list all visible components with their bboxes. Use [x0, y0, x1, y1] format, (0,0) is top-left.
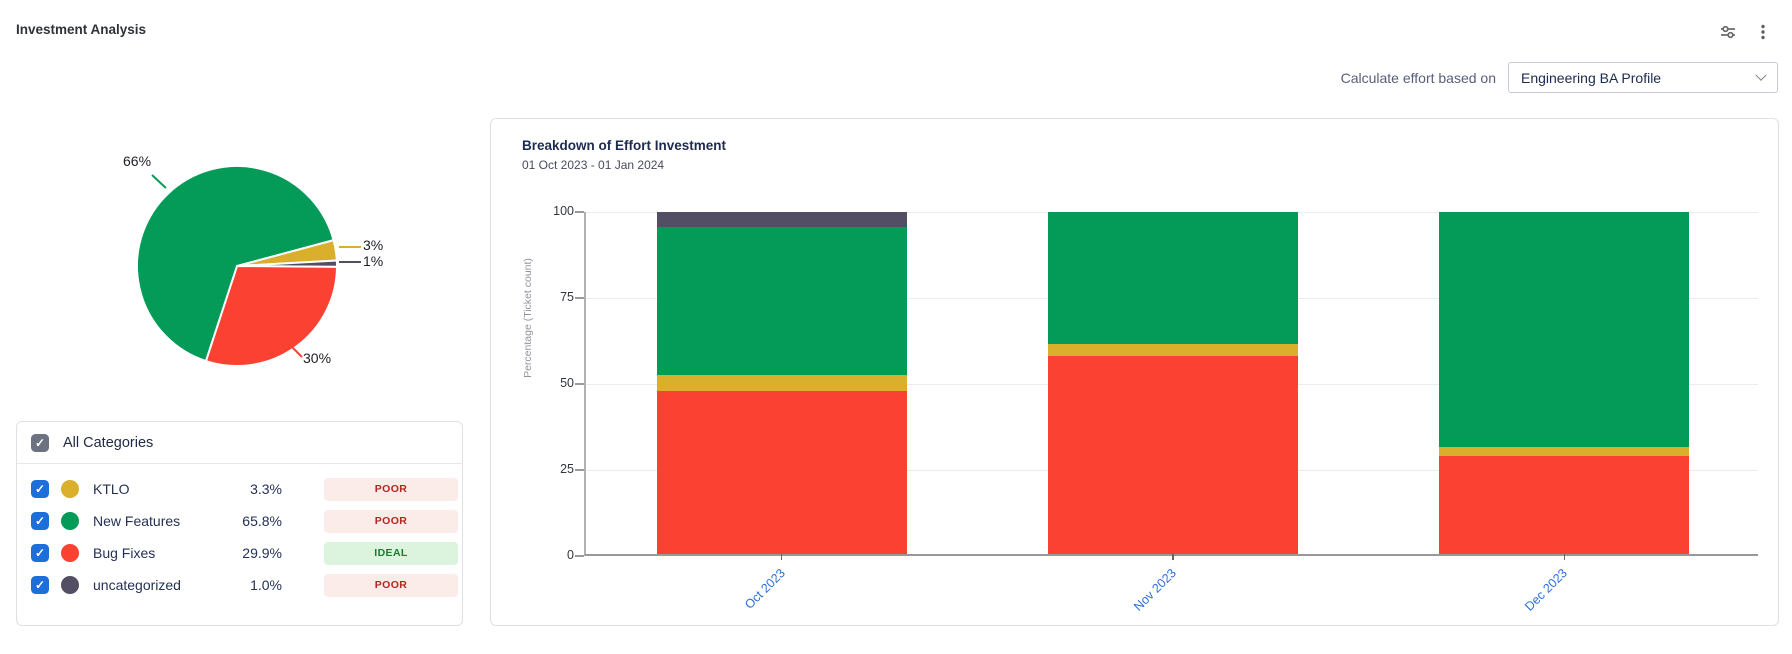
- category-rows: ✓ KTLO 3.3% POOR ✓ New Features 65.8% POOR ✓ Bug …: [17, 464, 462, 601]
- bar-segment-ktlo[interactable]: [1439, 446, 1690, 457]
- pie-connector: [339, 246, 361, 248]
- y-tick-mark: [575, 469, 584, 471]
- category-checkbox[interactable]: ✓: [31, 576, 49, 594]
- chart-title: Breakdown of Effort Investment: [522, 138, 727, 153]
- category-row: ✓ uncategorized 1.0% POOR: [17, 569, 462, 601]
- x-axis-label: Oct 2023: [741, 566, 788, 612]
- x-tick-mark: [780, 554, 783, 560]
- categories-panel: ✓ All Categories ✓ KTLO 3.3% POOR ✓ New Featu…: [16, 421, 463, 626]
- kebab-menu-button[interactable]: [1751, 20, 1775, 44]
- status-badge: POOR: [324, 509, 458, 533]
- profile-dropdown-value: Engineering BA Profile: [1521, 69, 1662, 86]
- sliders-icon: [1721, 25, 1735, 39]
- bar-segment-uncategorized[interactable]: [656, 212, 907, 227]
- bar-segment-ktlo[interactable]: [1048, 344, 1298, 356]
- y-tick-label: 75: [560, 290, 574, 304]
- y-axis-title: Percentage (Ticket count): [522, 258, 534, 378]
- x-axis-label: Dec 2023: [1522, 566, 1571, 614]
- bar-segment-bug-fixes[interactable]: [656, 390, 907, 554]
- category-row: ✓ Bug Fixes 29.9% IDEAL: [17, 537, 462, 569]
- kebab-menu-icon: [1761, 24, 1765, 40]
- all-categories-row: ✓ All Categories: [17, 422, 462, 464]
- gridline: [586, 211, 1758, 213]
- category-checkbox[interactable]: ✓: [31, 512, 49, 530]
- calculate-effort-label: Calculate effort based on: [1340, 70, 1496, 86]
- category-checkbox[interactable]: ✓: [31, 544, 49, 562]
- category-row: ✓ New Features 65.8% POOR: [17, 505, 462, 537]
- bar-segment-bug-fixes[interactable]: [1439, 456, 1690, 554]
- status-badge: POOR: [324, 573, 458, 597]
- category-percent: 3.3%: [250, 481, 282, 497]
- category-checkbox[interactable]: ✓: [31, 480, 49, 498]
- y-tick-mark: [575, 297, 584, 299]
- investment-pie-chart[interactable]: 66% 3% 1% 30%: [123, 153, 383, 370]
- pie-label-ktlo: 3%: [363, 237, 384, 253]
- y-tick-label: 50: [560, 376, 574, 390]
- y-tick-mark: [575, 555, 584, 557]
- all-categories-label: All Categories: [63, 434, 154, 451]
- category-percent: 1.0%: [250, 577, 282, 593]
- y-tick-label: 100: [553, 204, 574, 218]
- stacked-bar-dec-2023: [1439, 212, 1690, 554]
- category-color-dot: [61, 480, 79, 498]
- plot-area: 0 25 50 75 100 Oct 2023 Nov 2023 Dec 2023: [553, 204, 1758, 614]
- y-tick-label: 0: [567, 548, 574, 562]
- bar-segment-new-features[interactable]: [1048, 212, 1298, 345]
- category-color-dot: [61, 512, 79, 530]
- category-row: ✓ KTLO 3.3% POOR: [17, 473, 462, 505]
- x-tick-mark: [1563, 554, 1566, 560]
- x-tick-mark: [1172, 554, 1174, 560]
- pie-connector: [339, 261, 361, 263]
- pie-label-uncategorized: 1%: [363, 253, 384, 269]
- effort-breakdown-card: Breakdown of Effort Investment 01 Oct 20…: [490, 118, 1779, 626]
- category-name: KTLO: [93, 481, 130, 497]
- pie-slice-bug-fixes[interactable]: [204, 264, 339, 367]
- category-color-dot: [61, 576, 79, 594]
- all-categories-checkbox[interactable]: ✓: [31, 433, 49, 452]
- category-name: Bug Fixes: [93, 545, 156, 561]
- category-name: New Features: [93, 513, 181, 529]
- x-axis-label: Nov 2023: [1131, 566, 1179, 614]
- y-tick-mark: [575, 211, 584, 213]
- y-tick-label: 25: [560, 462, 574, 476]
- profile-dropdown[interactable]: Engineering BA Profile: [1508, 62, 1778, 93]
- status-badge: POOR: [324, 477, 458, 501]
- category-percent: 29.9%: [242, 545, 282, 561]
- category-color-dot: [61, 544, 79, 562]
- category-percent: 65.8%: [242, 513, 282, 529]
- pie-label-bug-fixes: 30%: [303, 350, 332, 366]
- bar-segment-new-features[interactable]: [656, 226, 907, 376]
- page-title: Investment Analysis: [16, 22, 147, 37]
- pie-label-new-features: 66%: [123, 153, 152, 169]
- stacked-bar-oct-2023: [656, 212, 907, 554]
- chevron-down-icon: [1755, 69, 1767, 81]
- bar-segment-new-features[interactable]: [1439, 212, 1690, 447]
- pie-slice-new-features[interactable]: [136, 165, 335, 363]
- status-badge: IDEAL: [324, 541, 458, 565]
- stacked-bar-nov-2023: [1048, 212, 1298, 554]
- category-name: uncategorized: [93, 577, 181, 593]
- pie-svg[interactable]: [133, 162, 341, 370]
- y-tick-mark: [575, 383, 584, 385]
- sliders-filter-button[interactable]: [1716, 20, 1740, 44]
- bar-segment-ktlo[interactable]: [656, 375, 907, 391]
- bar-segment-bug-fixes[interactable]: [1048, 355, 1298, 554]
- chart-subtitle: 01 Oct 2023 - 01 Jan 2024: [522, 158, 665, 172]
